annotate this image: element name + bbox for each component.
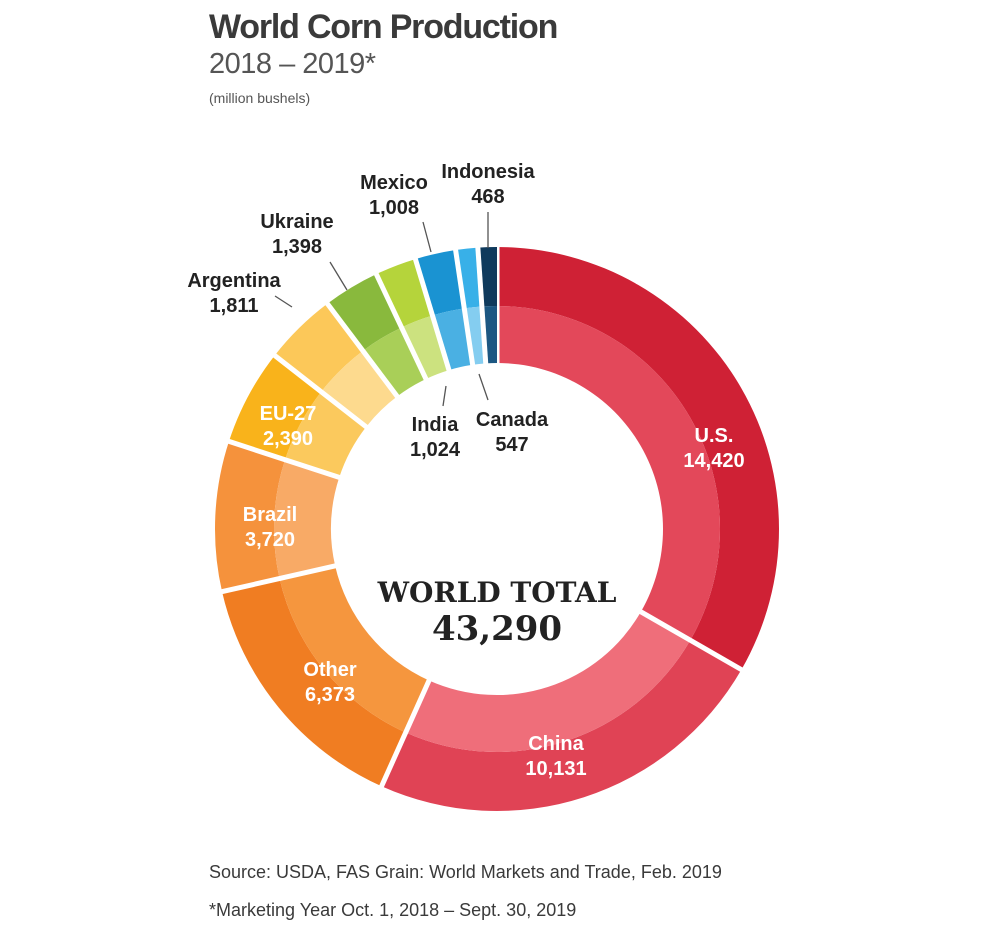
label-name-other: Other xyxy=(303,659,357,681)
chart-unit: (million bushels) xyxy=(209,90,311,106)
label-value-mexico: 1,008 xyxy=(369,197,419,219)
slice-separator xyxy=(412,256,452,373)
slice-other xyxy=(222,565,433,790)
label-name-argentina: Argentina xyxy=(187,270,281,292)
slice-brazil xyxy=(214,441,340,595)
label-value-canada: 547 xyxy=(495,434,528,456)
slice-separator xyxy=(219,562,338,595)
label-value-u-s: 14,420 xyxy=(683,450,744,472)
label-value-brazil: 3,720 xyxy=(245,529,295,551)
leader-line-india xyxy=(442,385,447,407)
slice-separator xyxy=(373,271,430,382)
slice-china xyxy=(381,608,745,811)
chart-title: World Corn Production xyxy=(209,8,558,46)
slice-inner-argentina xyxy=(321,350,398,427)
slice-inner-china xyxy=(405,611,691,752)
slice-argentina xyxy=(271,303,398,431)
leader-line-argentina xyxy=(274,295,293,308)
slice-separator xyxy=(324,300,401,400)
slice-mexico xyxy=(412,250,473,373)
chart-subtitle: 2018 – 2019* xyxy=(209,48,376,80)
label-value-other: 6,373 xyxy=(305,684,355,706)
leader-line-ukraine xyxy=(329,261,348,291)
slice-separator xyxy=(637,608,745,673)
label-value-eu-27: 2,390 xyxy=(263,428,313,450)
label-value-china: 10,131 xyxy=(525,758,586,780)
slice-inner-u-s xyxy=(497,306,721,641)
slice-indonesia xyxy=(475,245,497,366)
slice-outer-brazil xyxy=(214,441,286,592)
slice-outer-china xyxy=(381,640,742,811)
marketing-year-footnote: *Marketing Year Oct. 1, 2018 – Sept. 30,… xyxy=(209,900,577,920)
label-name-u-s: U.S. xyxy=(695,425,734,447)
label-value-indonesia: 468 xyxy=(471,186,504,208)
label-value-argentina: 1,811 xyxy=(210,295,259,317)
slice-separator xyxy=(452,247,476,368)
slice-outer-eu-27 xyxy=(228,355,322,460)
source-note: Source: USDA, FAS Grain: World Markets a… xyxy=(209,862,722,882)
world-total-value: 43,290 xyxy=(432,609,562,649)
slice-separator xyxy=(226,438,342,481)
label-name-china: China xyxy=(528,733,584,755)
slice-outer-other xyxy=(222,578,406,787)
label-name-indonesia: Indonesia xyxy=(441,161,535,183)
slice-separator xyxy=(271,352,370,431)
slice-separator xyxy=(378,677,433,790)
label-name-canada: Canada xyxy=(476,409,549,431)
leader-line-canada xyxy=(478,373,489,401)
slice-inner-brazil xyxy=(274,459,340,579)
world-total-label: WORLD TOTAL xyxy=(377,576,617,609)
label-name-ukraine: Ukraine xyxy=(260,211,333,233)
label-name-india: India xyxy=(412,414,460,436)
slice-inner-ukraine xyxy=(362,327,426,397)
slice-inner-mexico xyxy=(432,308,473,371)
slice-inner-other xyxy=(279,565,430,733)
label-value-india: 1,024 xyxy=(410,439,461,461)
label-name-eu-27: EU-27 xyxy=(260,403,317,425)
label-value-ukraine: 1,398 xyxy=(272,236,322,258)
label-name-mexico: Mexico xyxy=(360,172,428,194)
leader-line-mexico xyxy=(422,221,432,253)
slice-separator xyxy=(475,245,489,366)
label-name-brazil: Brazil xyxy=(243,504,297,526)
slice-outer-u-s xyxy=(497,247,779,670)
